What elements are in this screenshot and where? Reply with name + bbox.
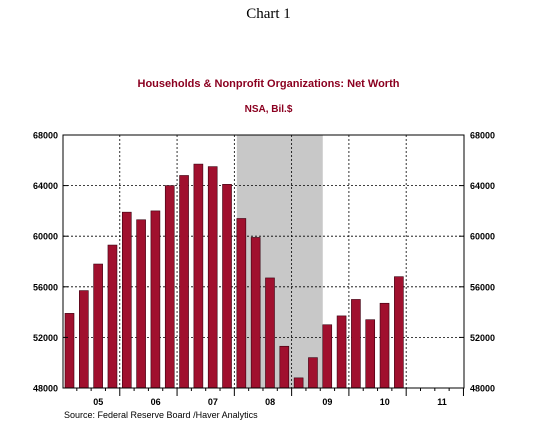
y-tick-label-left: 52000 [33,333,58,343]
bar [79,290,89,389]
bar [64,313,75,389]
bar [107,244,118,389]
chart-subtitle: NSA, Bil.$ [244,104,293,115]
bar [193,163,204,389]
bar [250,237,261,389]
bar [179,175,189,389]
x-tick-label: 10 [380,397,390,407]
bar [93,263,103,389]
y-tick-label-right: 52000 [470,333,495,343]
bar [336,315,347,389]
bar [150,210,161,389]
bar [136,219,146,389]
x-tick-label: 08 [265,397,275,407]
bar [322,324,333,389]
bar [394,276,404,389]
bar [236,218,247,389]
y-tick-label-left: 60000 [33,232,58,242]
x-tick-label: 06 [151,397,161,407]
y-tick-label-right: 64000 [470,181,495,191]
x-tick-label: 09 [322,397,332,407]
bar [365,319,376,389]
bar [121,211,132,389]
bar [222,184,232,389]
bar [207,166,218,389]
y-tick-label-right: 48000 [470,384,495,394]
bar [308,357,318,389]
x-tick-label: 07 [208,397,218,407]
source-note: Source: Federal Reserve Board /Haver Ana… [64,410,258,420]
bar [351,299,361,389]
y-tick-label-left: 48000 [33,384,58,394]
bar [279,345,290,389]
bar [379,302,390,389]
bar [164,185,175,389]
y-tick-label-right: 60000 [470,232,495,242]
plot-frame [62,134,465,389]
y-tick-label-left: 64000 [33,181,58,191]
chart-number: Chart 1 [246,6,291,22]
y-tick-label-left: 68000 [33,131,58,141]
bar [265,277,275,389]
bar [293,377,304,389]
y-tick-label-right: 56000 [470,282,495,292]
y-tick-label-left: 56000 [33,282,58,292]
y-tick-label-right: 68000 [470,131,495,141]
chart-title: Households & Nonprofit Organizations: Ne… [137,78,400,90]
x-tick-label: 05 [93,397,103,407]
x-tick-label: 11 [437,397,447,407]
